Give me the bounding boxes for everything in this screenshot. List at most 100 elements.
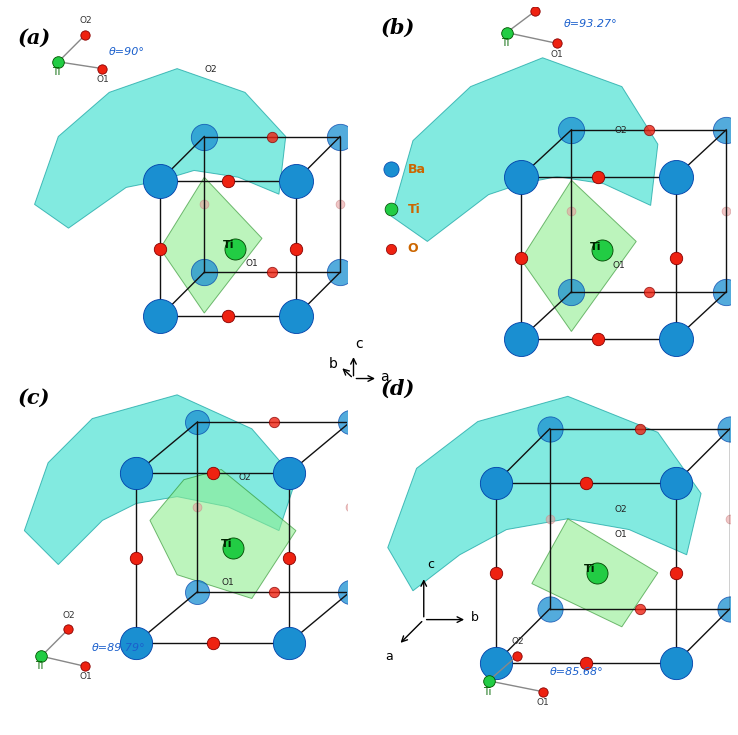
Text: b: b <box>329 357 338 371</box>
Point <box>222 311 234 323</box>
Polygon shape <box>35 68 286 228</box>
Text: O2: O2 <box>615 504 627 514</box>
Point <box>593 171 604 182</box>
Text: O1: O1 <box>551 50 563 59</box>
Point <box>154 175 166 187</box>
Point <box>207 637 218 648</box>
Point <box>345 586 356 598</box>
Text: O2: O2 <box>529 0 542 1</box>
Point <box>385 243 397 254</box>
Point <box>290 243 302 254</box>
Text: c: c <box>427 558 435 571</box>
Point <box>511 650 523 662</box>
Point <box>544 423 556 434</box>
Text: (c): (c) <box>18 388 50 408</box>
Text: O2: O2 <box>79 16 92 26</box>
Polygon shape <box>24 395 296 564</box>
Text: O2: O2 <box>615 126 627 135</box>
Point <box>490 567 502 578</box>
Point <box>199 266 210 278</box>
Text: θ=93.27°: θ=93.27° <box>565 19 618 29</box>
Point <box>634 423 646 434</box>
Point <box>283 637 295 648</box>
Point <box>515 333 527 345</box>
Point <box>334 198 346 210</box>
Text: a: a <box>380 370 389 384</box>
Text: Ti: Ti <box>52 67 61 76</box>
Point <box>643 286 655 298</box>
Point <box>268 586 280 598</box>
Text: O1: O1 <box>79 673 92 681</box>
Point <box>580 657 592 669</box>
Text: Ba: Ba <box>407 163 426 176</box>
Text: O1: O1 <box>615 530 627 539</box>
Point <box>192 586 204 598</box>
Point <box>207 467 218 478</box>
Point <box>670 477 682 489</box>
Text: Ti: Ti <box>223 240 235 250</box>
Point <box>268 416 280 428</box>
Point <box>720 286 732 298</box>
Point <box>500 26 512 38</box>
Text: Ti: Ti <box>483 686 491 697</box>
Text: b: b <box>471 612 478 624</box>
Point <box>670 333 682 345</box>
Point <box>544 513 556 525</box>
Point <box>593 333 604 345</box>
Point <box>227 542 239 553</box>
Point <box>537 686 548 698</box>
Point <box>266 266 278 278</box>
Text: c: c <box>355 337 363 351</box>
Text: a: a <box>385 650 393 663</box>
Point <box>643 124 655 136</box>
Point <box>131 552 142 564</box>
Point <box>154 243 166 254</box>
Text: O1: O1 <box>96 74 108 84</box>
Point <box>35 650 47 662</box>
Text: Ti: Ti <box>584 564 596 574</box>
Point <box>551 37 563 49</box>
Point <box>720 205 732 217</box>
Point <box>80 661 92 673</box>
Point <box>515 171 527 182</box>
Text: θ=89.79°: θ=89.79° <box>92 643 146 653</box>
Text: O2: O2 <box>238 473 251 481</box>
Point <box>222 175 234 187</box>
Text: O2: O2 <box>511 637 524 646</box>
Polygon shape <box>521 180 636 331</box>
Point <box>52 56 64 68</box>
Text: (a): (a) <box>18 28 51 48</box>
Point <box>334 131 346 143</box>
Polygon shape <box>391 58 658 241</box>
Point <box>490 657 502 669</box>
Point <box>670 567 682 578</box>
Point <box>544 603 556 614</box>
Point <box>670 171 682 182</box>
Text: O2: O2 <box>204 65 217 74</box>
Point <box>199 131 210 143</box>
Point <box>565 124 577 136</box>
Point <box>97 62 108 74</box>
Point <box>345 416 356 428</box>
Point <box>63 623 75 635</box>
Point <box>385 164 397 176</box>
Point <box>131 467 142 478</box>
Text: O2: O2 <box>62 611 75 620</box>
Text: Ti: Ti <box>590 242 601 252</box>
Polygon shape <box>150 470 296 598</box>
Text: O1: O1 <box>245 259 258 268</box>
Point <box>580 477 592 489</box>
Point <box>590 567 602 578</box>
Text: Ti: Ti <box>35 661 44 671</box>
Text: O1: O1 <box>613 262 626 270</box>
Point <box>724 603 736 614</box>
Text: Ti: Ti <box>221 539 232 549</box>
Point <box>483 675 494 686</box>
Point <box>670 252 682 264</box>
Point <box>529 5 541 17</box>
Point <box>596 245 608 257</box>
Text: (b): (b) <box>381 18 415 38</box>
Point <box>154 311 166 323</box>
Point <box>670 657 682 669</box>
Point <box>634 603 646 614</box>
